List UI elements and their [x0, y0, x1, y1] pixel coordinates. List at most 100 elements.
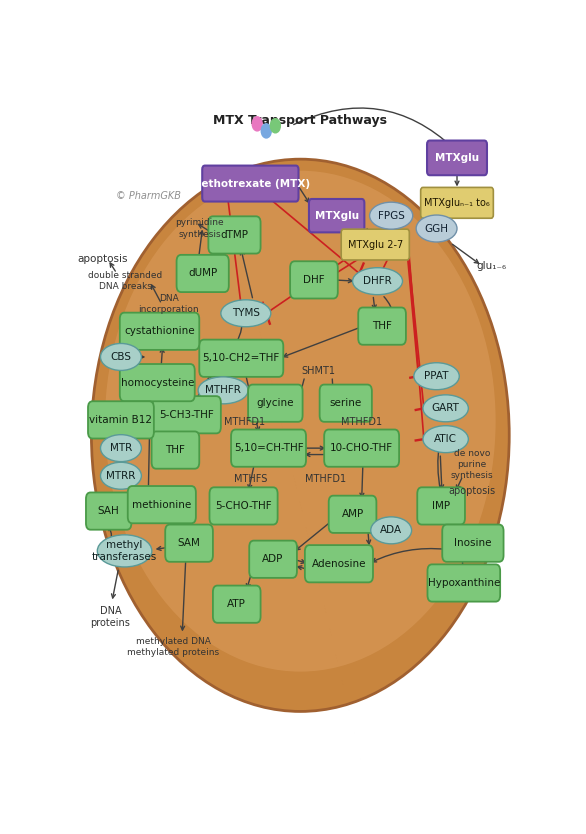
- Text: FPGS: FPGS: [378, 211, 404, 221]
- Ellipse shape: [423, 425, 468, 453]
- FancyBboxPatch shape: [329, 495, 376, 533]
- Text: MTHFD1: MTHFD1: [224, 418, 265, 428]
- Text: cystathionine: cystathionine: [124, 326, 195, 336]
- Text: MTXgluₙ₋₁ to₆: MTXgluₙ₋₁ to₆: [424, 198, 490, 208]
- Text: SAH: SAH: [98, 506, 120, 516]
- Text: Inosine: Inosine: [454, 538, 492, 548]
- Text: pyrimidine
synthesis: pyrimidine synthesis: [175, 219, 224, 239]
- Text: de novo
purine
synthesis: de novo purine synthesis: [451, 450, 493, 480]
- Text: Methotrexate (MTX): Methotrexate (MTX): [191, 178, 310, 188]
- Text: Hypoxanthine: Hypoxanthine: [428, 578, 500, 588]
- FancyBboxPatch shape: [319, 384, 372, 422]
- FancyBboxPatch shape: [88, 401, 154, 439]
- Ellipse shape: [371, 517, 411, 544]
- Text: MTHFR: MTHFR: [205, 385, 241, 395]
- Ellipse shape: [423, 394, 468, 422]
- Text: 5-CH3-THF: 5-CH3-THF: [159, 409, 214, 420]
- Text: methyl
transferases: methyl transferases: [92, 540, 157, 561]
- Text: ATP: ATP: [227, 599, 246, 609]
- Ellipse shape: [370, 202, 413, 229]
- Ellipse shape: [101, 344, 141, 370]
- Text: CBS: CBS: [110, 352, 131, 362]
- FancyBboxPatch shape: [210, 487, 278, 525]
- Ellipse shape: [105, 171, 496, 671]
- FancyBboxPatch shape: [120, 364, 195, 401]
- FancyBboxPatch shape: [231, 430, 306, 467]
- Text: glu₁₋₆: glu₁₋₆: [476, 261, 506, 271]
- FancyBboxPatch shape: [309, 199, 364, 233]
- Text: GGH: GGH: [425, 224, 448, 234]
- Text: methylated DNA
methylated proteins: methylated DNA methylated proteins: [127, 637, 219, 657]
- FancyBboxPatch shape: [176, 255, 229, 292]
- Ellipse shape: [101, 435, 141, 462]
- Text: MTRR: MTRR: [106, 470, 135, 480]
- FancyBboxPatch shape: [290, 261, 338, 299]
- Text: serine: serine: [329, 398, 362, 408]
- Text: 10-CHO-THF: 10-CHO-THF: [330, 443, 393, 453]
- Ellipse shape: [353, 268, 403, 294]
- Text: MTX Transport Pathways: MTX Transport Pathways: [213, 114, 387, 127]
- Text: homocysteine: homocysteine: [121, 378, 194, 388]
- Text: Adenosine: Adenosine: [312, 559, 366, 569]
- Text: MTR: MTR: [110, 443, 132, 453]
- FancyBboxPatch shape: [120, 313, 199, 350]
- Ellipse shape: [416, 215, 457, 242]
- FancyBboxPatch shape: [305, 545, 373, 582]
- Text: ADP: ADP: [263, 555, 284, 565]
- Text: 5,10=CH-THF: 5,10=CH-THF: [234, 443, 304, 453]
- FancyBboxPatch shape: [427, 141, 487, 175]
- Text: dUMP: dUMP: [188, 269, 217, 279]
- FancyBboxPatch shape: [128, 486, 196, 523]
- Text: apoptosis: apoptosis: [77, 254, 128, 264]
- Text: PPAT: PPAT: [424, 371, 449, 381]
- FancyBboxPatch shape: [202, 166, 298, 202]
- Text: TYMS: TYMS: [232, 309, 260, 319]
- Text: AMP: AMP: [342, 510, 364, 520]
- Circle shape: [252, 117, 262, 131]
- Text: methionine: methionine: [132, 500, 192, 510]
- FancyBboxPatch shape: [153, 396, 221, 434]
- FancyBboxPatch shape: [152, 431, 199, 469]
- Text: MTHFD1: MTHFD1: [305, 474, 346, 484]
- Circle shape: [261, 123, 271, 138]
- Ellipse shape: [91, 159, 509, 711]
- FancyBboxPatch shape: [442, 525, 503, 562]
- Ellipse shape: [97, 535, 152, 567]
- Text: MTHFS: MTHFS: [234, 474, 267, 484]
- Text: apoptosis: apoptosis: [448, 485, 496, 495]
- FancyBboxPatch shape: [199, 339, 283, 377]
- Text: THF: THF: [165, 445, 185, 455]
- FancyBboxPatch shape: [324, 430, 399, 467]
- Text: THF: THF: [372, 321, 392, 331]
- FancyBboxPatch shape: [249, 540, 297, 578]
- Text: GART: GART: [432, 404, 459, 414]
- Text: MTXglu: MTXglu: [315, 211, 359, 221]
- Text: double stranded
DNA breaks: double stranded DNA breaks: [88, 271, 162, 291]
- Ellipse shape: [414, 363, 459, 389]
- Text: SHMT1: SHMT1: [301, 366, 336, 376]
- FancyBboxPatch shape: [165, 525, 213, 562]
- FancyBboxPatch shape: [341, 229, 409, 260]
- Text: glycine: glycine: [257, 398, 294, 408]
- Text: DNA
incorporation: DNA incorporation: [138, 294, 199, 314]
- Ellipse shape: [198, 377, 248, 404]
- FancyBboxPatch shape: [421, 188, 493, 219]
- Text: IMP: IMP: [432, 501, 450, 511]
- FancyBboxPatch shape: [209, 216, 261, 254]
- Text: ADA: ADA: [380, 525, 402, 535]
- FancyBboxPatch shape: [427, 565, 500, 601]
- Text: © PharmGKB: © PharmGKB: [117, 192, 182, 201]
- Text: DNA
proteins: DNA proteins: [91, 605, 131, 628]
- Text: MTXglu 2-7: MTXglu 2-7: [347, 239, 403, 249]
- Text: MTXglu: MTXglu: [435, 153, 479, 163]
- Text: SAM: SAM: [178, 538, 200, 548]
- FancyBboxPatch shape: [213, 585, 261, 623]
- FancyBboxPatch shape: [86, 492, 131, 530]
- Text: dTMP: dTMP: [220, 230, 248, 240]
- Ellipse shape: [221, 299, 271, 327]
- FancyBboxPatch shape: [248, 384, 302, 422]
- Text: ATIC: ATIC: [434, 435, 457, 445]
- Text: DHFR: DHFR: [363, 276, 392, 286]
- Circle shape: [270, 118, 280, 133]
- Text: 5-CHO-THF: 5-CHO-THF: [215, 501, 272, 511]
